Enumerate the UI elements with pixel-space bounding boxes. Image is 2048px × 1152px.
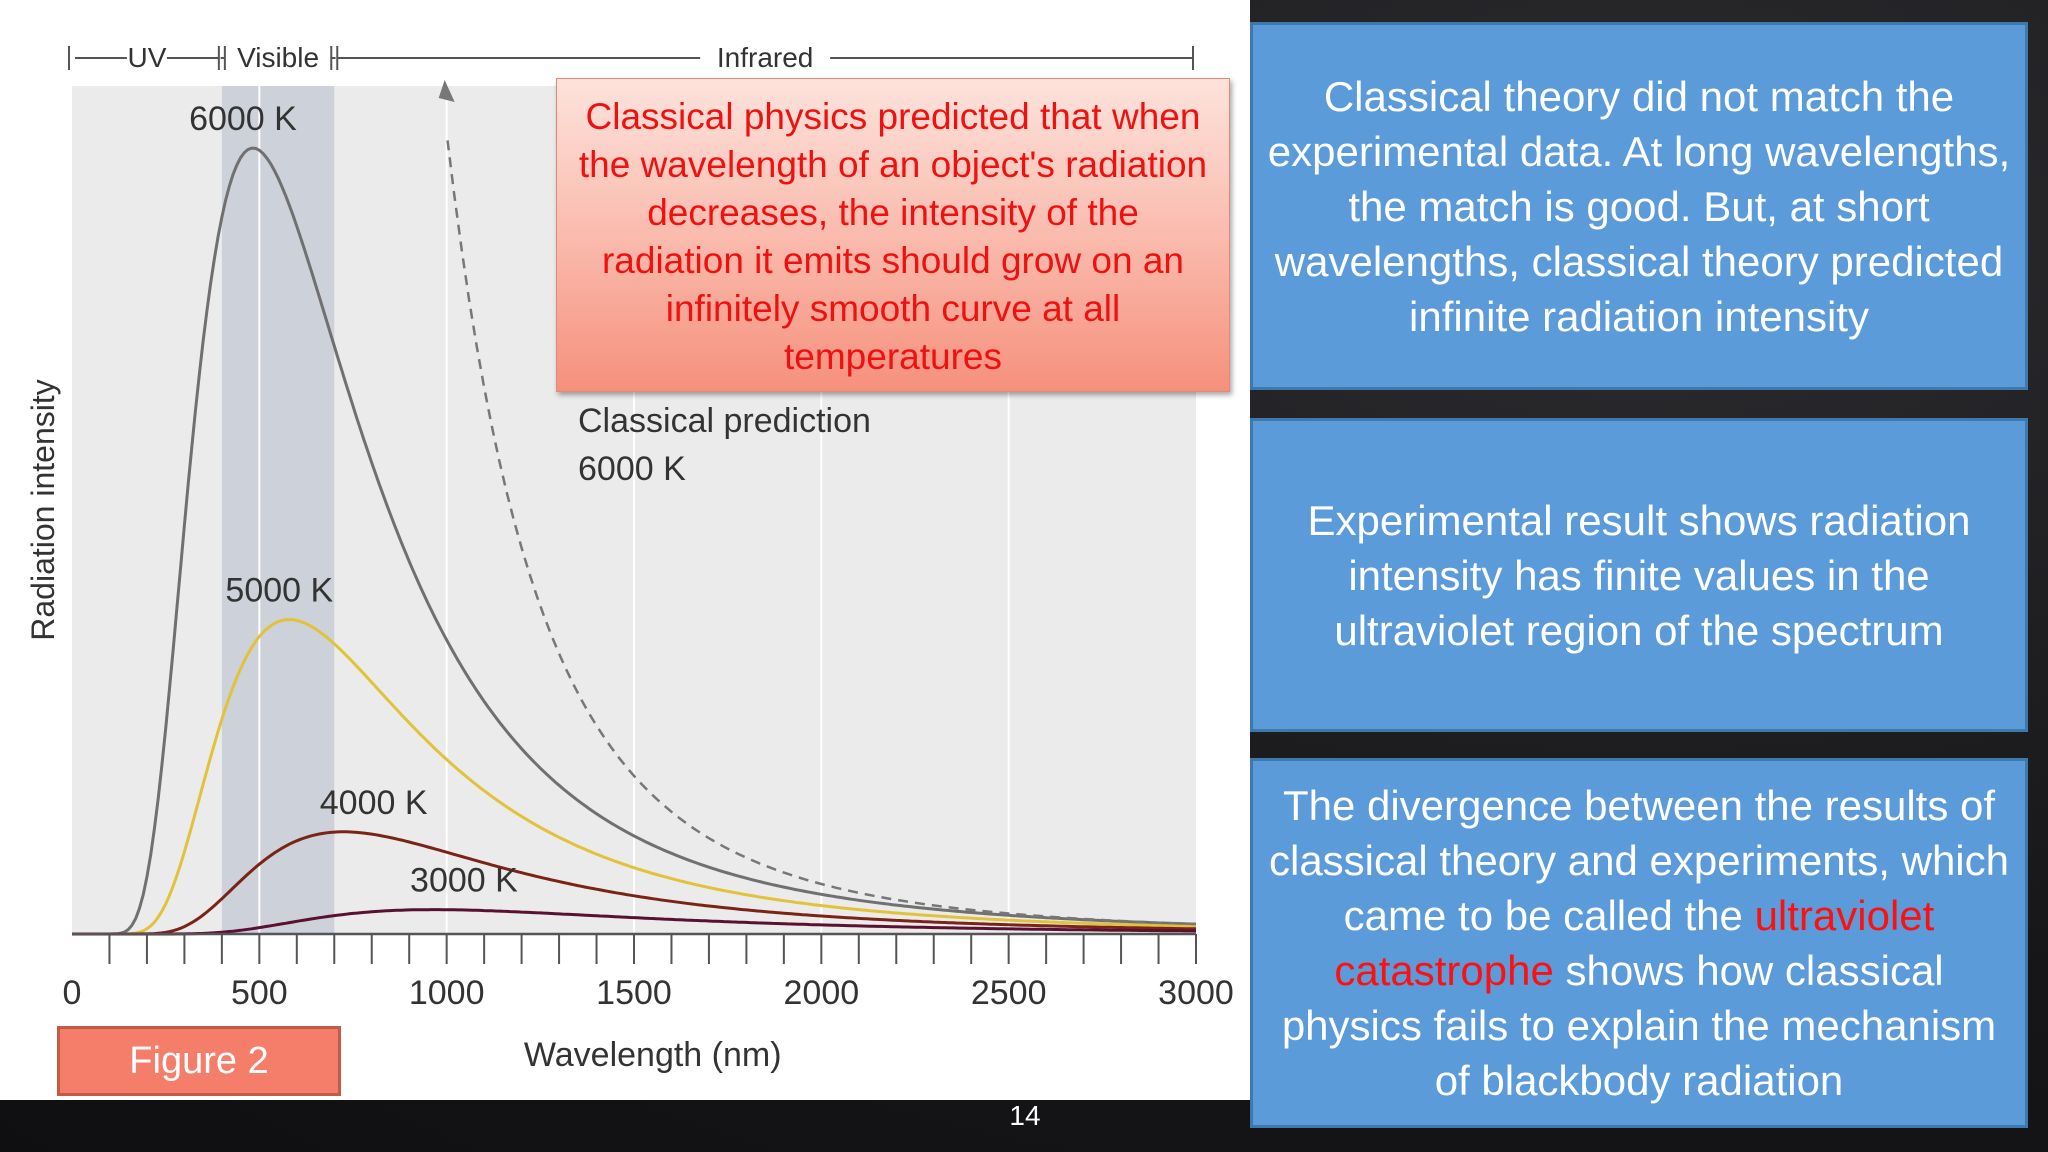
- series-line-6000: [72, 146, 1197, 936]
- blackbody-chart: UV Visible Infrared 0 500 1000 1500 2000 2500 30…: [25, 42, 1234, 1074]
- ultraviolet-catastrophe-term: ultraviolet catastrophe: [1334, 892, 1935, 994]
- info-box-classical-theory: Classical theory did not match the exper…: [1250, 22, 2028, 390]
- figure-label: Figure 2: [57, 1026, 341, 1096]
- x-axis: 0 500 1000 1500 2000 2500 3000: [63, 932, 1234, 1012]
- series-line-classical: [445, 133, 1197, 926]
- x-tick-label: 2000: [784, 974, 860, 1012]
- info-box-text: Experimental result shows radiation inte…: [1307, 496, 1971, 654]
- series-label-classical-temp: 6000 K: [578, 450, 686, 488]
- y-axis-label: Radiation intensity: [25, 379, 61, 640]
- info-box-text: Classical theory did not match the exper…: [1267, 72, 2011, 340]
- x-tick-label: 0: [63, 974, 82, 1012]
- series-label-3000: 3000 K: [410, 862, 518, 900]
- x-tick-label: 1500: [596, 974, 672, 1012]
- x-tick-label: 1000: [409, 974, 485, 1012]
- series-label-6000: 6000 K: [189, 100, 297, 138]
- series-line-5000: [72, 618, 1197, 936]
- page-number: 14: [1009, 1100, 1041, 1131]
- x-tick-label: 500: [231, 974, 288, 1012]
- visible-band: [221, 86, 335, 934]
- info-box-text-before: The divergence between the results of cl…: [1268, 782, 2009, 939]
- region-label: UV: [127, 42, 166, 73]
- series-lines: [72, 80, 1197, 936]
- region-label: Visible: [237, 42, 319, 73]
- info-box-text: The divergence between the results of cl…: [1267, 778, 2011, 1108]
- series-labels: 6000 K 5000 K 4000 K 3000 K Classical predic…: [189, 100, 871, 900]
- series-label-4000: 4000 K: [320, 784, 428, 822]
- classical-arrowhead: [438, 80, 455, 102]
- info-box-experimental-result: Experimental result shows radiation inte…: [1250, 418, 2028, 732]
- classical-prediction-callout: Classical physics predicted that when th…: [556, 78, 1230, 392]
- series-line-3000: [72, 908, 1197, 936]
- x-axis-label: Wavelength (nm): [524, 1036, 782, 1074]
- series-label-classical: Classical prediction: [578, 402, 871, 440]
- info-box-ultraviolet-catastrophe: The divergence between the results of cl…: [1250, 758, 2028, 1128]
- region-label: Infrared: [717, 42, 814, 73]
- spectrum-region-bar: UV Visible Infrared: [68, 42, 1194, 73]
- info-box-text-after: shows how classical physics fails to exp…: [1281, 947, 1997, 1104]
- series-label-5000: 5000 K: [225, 572, 333, 610]
- series-line-4000: [72, 830, 1196, 936]
- x-tick-label: 3000: [1158, 974, 1234, 1012]
- x-tick-label: 2500: [971, 974, 1047, 1012]
